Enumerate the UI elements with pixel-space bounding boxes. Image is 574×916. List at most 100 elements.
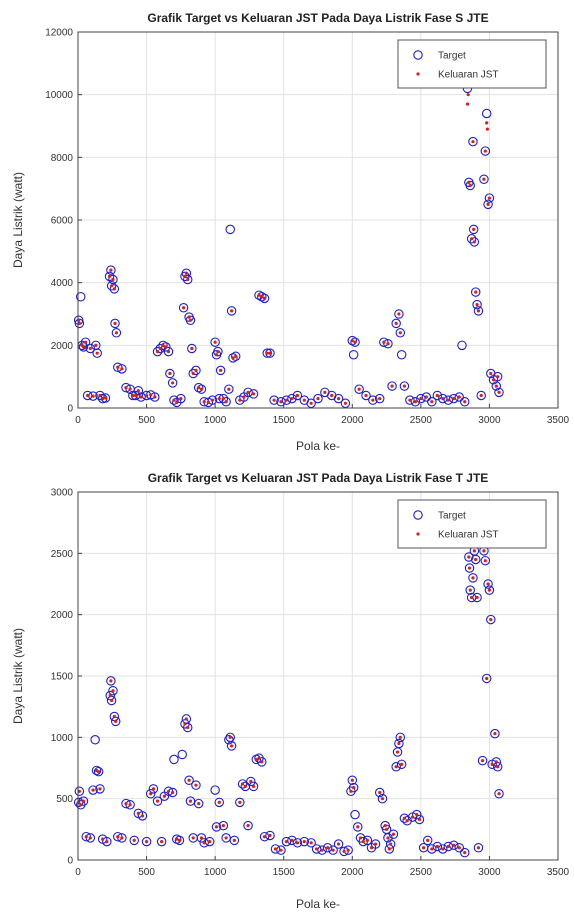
target-point xyxy=(108,274,118,285)
jst-output-point xyxy=(184,271,188,275)
jst-output-point xyxy=(350,778,354,782)
x-tick-label: 3000 xyxy=(478,415,501,426)
jst-output-point xyxy=(103,396,108,400)
jst-output-point xyxy=(262,835,267,839)
jst-output-point xyxy=(109,268,113,272)
jst-output-point xyxy=(155,799,160,803)
jst-output-point xyxy=(383,824,387,828)
jst-output-point xyxy=(254,757,258,762)
jst-output-point xyxy=(486,202,490,206)
jst-output-point xyxy=(320,848,324,852)
target-point xyxy=(354,384,364,394)
jst-output-point xyxy=(415,813,419,817)
target-point xyxy=(457,340,467,351)
target-point xyxy=(481,673,492,684)
target-point xyxy=(178,302,189,313)
target-point xyxy=(213,346,223,357)
target-point xyxy=(221,396,231,407)
target-point xyxy=(93,766,104,777)
target-point xyxy=(411,809,422,820)
target-point xyxy=(492,371,503,382)
y-tick-label: 500 xyxy=(56,794,73,805)
jst-output-point xyxy=(491,378,496,382)
jst-output-point xyxy=(101,837,105,841)
jst-output-point xyxy=(175,400,179,404)
jst-output-point xyxy=(457,846,461,850)
jst-output-point xyxy=(493,732,497,736)
jst-output-point xyxy=(187,778,191,782)
jst-output-point xyxy=(398,735,402,739)
jst-output-point xyxy=(188,318,193,322)
target-point xyxy=(91,765,102,776)
jst-output-point xyxy=(149,393,153,397)
target-point xyxy=(454,842,465,853)
jst-output-point xyxy=(144,393,149,398)
x-tick-label: 1500 xyxy=(273,867,296,878)
jst-output-point xyxy=(350,339,354,343)
target-point xyxy=(468,136,478,147)
series-keluaran-jst xyxy=(77,549,501,855)
series-keluaran-jst xyxy=(77,93,501,405)
target-point xyxy=(229,835,240,846)
target-point xyxy=(494,789,504,799)
axes-box xyxy=(77,31,559,409)
jst-output-point xyxy=(284,840,289,844)
jst-output-point xyxy=(81,345,86,349)
jst-output-point xyxy=(290,838,294,842)
jst-output-point xyxy=(227,387,231,391)
jst-output-point xyxy=(166,350,171,354)
target-point xyxy=(191,780,201,790)
jst-output-point xyxy=(435,393,439,398)
y-axis-label: Daya Listrik (watt) xyxy=(11,172,25,268)
jst-output-point xyxy=(114,331,118,335)
target-point xyxy=(468,224,479,235)
target-point xyxy=(108,685,118,696)
target-point xyxy=(254,290,264,300)
y-tick-label: 0 xyxy=(67,856,73,867)
jst-output-point xyxy=(482,177,486,181)
jst-output-point xyxy=(132,838,136,842)
legend-marker-jst xyxy=(416,532,420,536)
chart-title: Grafik Target vs Keluaran JST Pada Daya … xyxy=(148,471,489,485)
jst-output-point xyxy=(186,725,190,730)
jst-output-point xyxy=(426,838,430,842)
target-point xyxy=(106,265,116,275)
jst-output-point xyxy=(284,398,289,402)
jst-output-point xyxy=(186,277,190,282)
x-tick-label: 0 xyxy=(75,867,81,878)
jst-output-point xyxy=(124,801,128,806)
target-point xyxy=(486,614,496,625)
jst-output-point xyxy=(361,840,365,844)
jst-output-point xyxy=(120,367,124,371)
jst-output-point xyxy=(246,390,250,394)
target-point xyxy=(259,293,270,304)
jst-output-point xyxy=(391,832,396,836)
chart-title: Grafik Target vs Keluaran JST Pada Daya … xyxy=(147,11,488,25)
target-point xyxy=(410,396,421,407)
jst-output-point xyxy=(112,714,116,719)
jst-output-point xyxy=(158,346,162,351)
jst-output-point xyxy=(315,847,319,851)
jst-output-point xyxy=(413,400,417,404)
jst-output-point xyxy=(358,836,363,840)
jst-output-point xyxy=(346,848,350,852)
target-point xyxy=(377,793,388,804)
target-point xyxy=(176,393,186,404)
target-point xyxy=(328,845,338,855)
jst-output-point xyxy=(128,387,132,391)
jst-output-point xyxy=(411,815,415,819)
jst-output-point xyxy=(402,384,406,388)
jst-output-point xyxy=(336,842,341,846)
y-tick-label: 1500 xyxy=(51,672,74,683)
target-point xyxy=(281,395,292,405)
x-tick-label: 2500 xyxy=(410,867,433,878)
jst-output-point xyxy=(199,387,204,391)
jst-output-point xyxy=(251,784,256,789)
jst-output-point xyxy=(475,303,479,307)
jst-output-point xyxy=(487,196,492,200)
target-point xyxy=(169,395,179,405)
chart-panel-2: 0 500 1000 1500 2000 2500 3000 3500 0 500 1000 1500… xyxy=(11,471,570,911)
legend-marker-target xyxy=(413,510,423,520)
jst-output-point xyxy=(230,744,234,748)
jst-output-point xyxy=(467,566,472,570)
